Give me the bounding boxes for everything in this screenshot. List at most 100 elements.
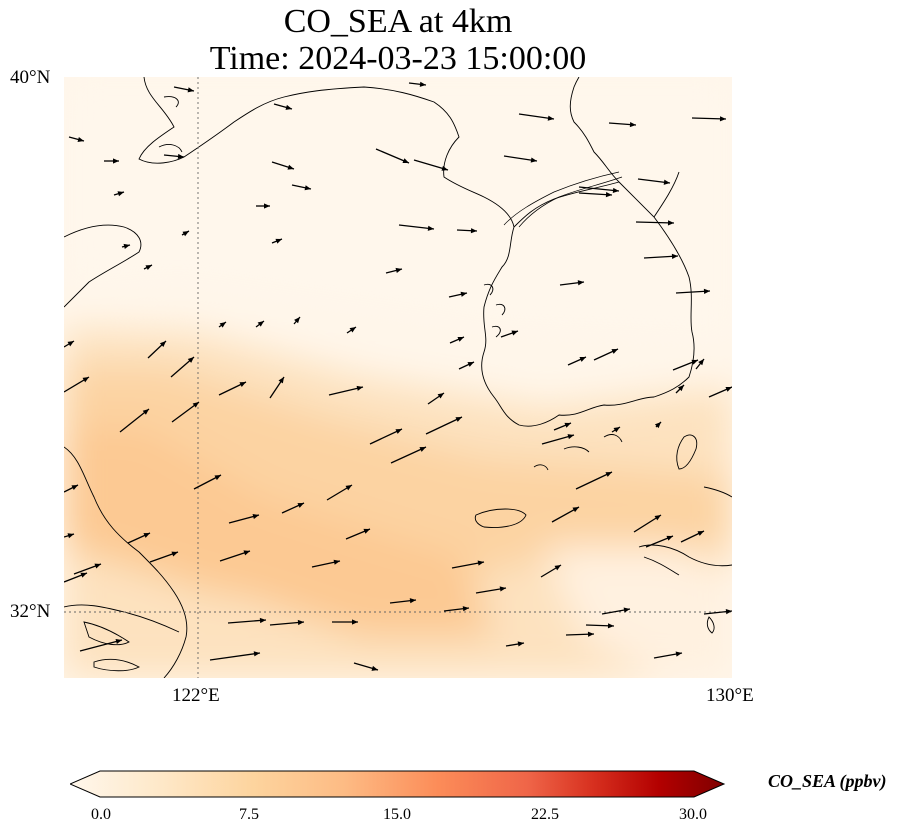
wind-vector-head xyxy=(145,265,152,271)
wind-vector-head xyxy=(285,104,292,110)
wind-vector-head xyxy=(612,187,619,193)
colorbar-tick-2: 15.0 xyxy=(383,806,411,823)
wind-vector-head xyxy=(547,115,554,121)
wind-vector-head xyxy=(304,185,311,191)
wind-vector-shaft xyxy=(227,619,267,624)
wind-vector-head xyxy=(187,357,194,363)
colorbar-tick-4: 30.0 xyxy=(679,806,707,823)
wind-vector-head xyxy=(294,317,300,324)
wind-vector-head xyxy=(697,531,704,536)
map-title-line2: Time: 2024-03-23 15:00:00 xyxy=(209,40,587,77)
wind-vector-shaft xyxy=(79,639,123,652)
lat-label-32n: 32°N xyxy=(10,601,51,622)
colorbar-label: CO_SEA (ppbv) xyxy=(768,771,887,791)
wind-vector-head xyxy=(187,87,194,93)
concentration-field xyxy=(64,77,732,678)
wind-vector-head xyxy=(572,507,579,513)
wind-vector-head xyxy=(402,158,409,164)
wind-vector-head xyxy=(470,228,477,234)
wind-vector-head xyxy=(437,393,444,399)
wind-vector-head xyxy=(371,665,378,671)
wind-vector-head xyxy=(395,429,402,434)
wind-vector-head xyxy=(143,533,150,538)
wind-vector-head xyxy=(287,164,294,170)
wind-vector-head xyxy=(691,359,698,365)
wind-vector-head xyxy=(123,243,130,249)
wind-vector-head xyxy=(67,341,74,347)
wind-vector-head xyxy=(356,385,363,391)
wind-vector-head xyxy=(462,606,469,612)
wind-vector-head xyxy=(239,382,246,387)
wind-vector-head xyxy=(499,586,506,592)
wind-vector-head xyxy=(67,533,74,539)
wind-vector-head xyxy=(159,341,166,348)
wind-vector-head xyxy=(117,191,124,197)
wind-vector-head xyxy=(264,203,270,209)
wind-vector-head xyxy=(419,81,426,87)
wind-vector-head xyxy=(477,560,484,566)
wind-vector-head xyxy=(675,651,682,657)
wind-vector-head xyxy=(77,136,84,142)
wind-vector-head xyxy=(259,617,266,624)
wind-vector-head xyxy=(567,434,574,440)
lon-label-130e: 130°E xyxy=(706,685,754,706)
lat-label-40n: 40°N xyxy=(10,67,51,88)
wind-vector-head xyxy=(441,165,448,171)
wind-vector-shaft xyxy=(390,446,427,464)
wind-vector-head xyxy=(363,528,370,534)
colorbar xyxy=(70,770,726,798)
wind-vector-head xyxy=(703,288,710,294)
coastlines xyxy=(64,77,732,678)
map-canvas xyxy=(64,77,732,678)
wind-vector-shaft xyxy=(578,186,620,192)
wind-vector-head xyxy=(663,179,670,185)
wind-vector-shaft xyxy=(575,471,613,490)
lon-label-122e: 122°E xyxy=(172,685,220,706)
wind-vector-head xyxy=(629,121,636,128)
colorbar-tick-3: 22.5 xyxy=(531,806,559,823)
wind-vector-head xyxy=(530,157,537,163)
wind-vector-head xyxy=(587,631,594,637)
wind-vector-head xyxy=(115,639,122,645)
wind-vector-shaft xyxy=(209,652,261,661)
wind-vector-head xyxy=(219,322,226,328)
wind-vector-head xyxy=(579,357,586,362)
wind-vector-head xyxy=(467,362,474,367)
wind-vector-head xyxy=(605,192,612,198)
wind-vector-head xyxy=(177,153,184,159)
colorbar-tick-0: 0.0 xyxy=(91,806,111,823)
wind-vector-head xyxy=(725,609,732,615)
wind-vector-head xyxy=(214,475,221,481)
wind-vector-head xyxy=(554,565,561,571)
wind-vector-head xyxy=(654,515,661,521)
wind-vector-head xyxy=(171,551,178,557)
wind-vectors xyxy=(64,81,732,671)
wind-vector-shaft xyxy=(635,221,675,224)
wind-vector-head xyxy=(333,559,340,565)
wind-vector-head xyxy=(698,359,704,366)
wind-vector-head xyxy=(94,563,101,569)
wind-vector-head xyxy=(613,427,620,433)
wind-vector-head xyxy=(409,598,416,604)
wind-vector-head xyxy=(605,472,612,477)
wind-vector-head xyxy=(460,291,467,297)
wind-vector-head xyxy=(192,402,199,408)
wind-vector-head xyxy=(654,422,661,429)
wind-vector-head xyxy=(667,220,674,226)
gridlines xyxy=(64,77,732,678)
wind-vector-head xyxy=(82,377,89,383)
wind-vector-head xyxy=(349,327,356,333)
wind-vector-head xyxy=(517,641,524,647)
wind-vector-head xyxy=(671,253,678,259)
wind-vector-head xyxy=(297,619,304,626)
wind-vector-head xyxy=(611,349,618,354)
wind-vector-shaft xyxy=(425,416,463,435)
wind-vector-head xyxy=(677,385,684,392)
wind-vector-head xyxy=(395,267,402,273)
wind-vector-head xyxy=(352,619,358,625)
wind-vector-head xyxy=(142,409,149,415)
wind-vector-head xyxy=(252,514,259,520)
wind-vector-head xyxy=(253,651,260,657)
wind-vector-shaft xyxy=(119,408,150,433)
wind-vector-head xyxy=(182,231,189,237)
